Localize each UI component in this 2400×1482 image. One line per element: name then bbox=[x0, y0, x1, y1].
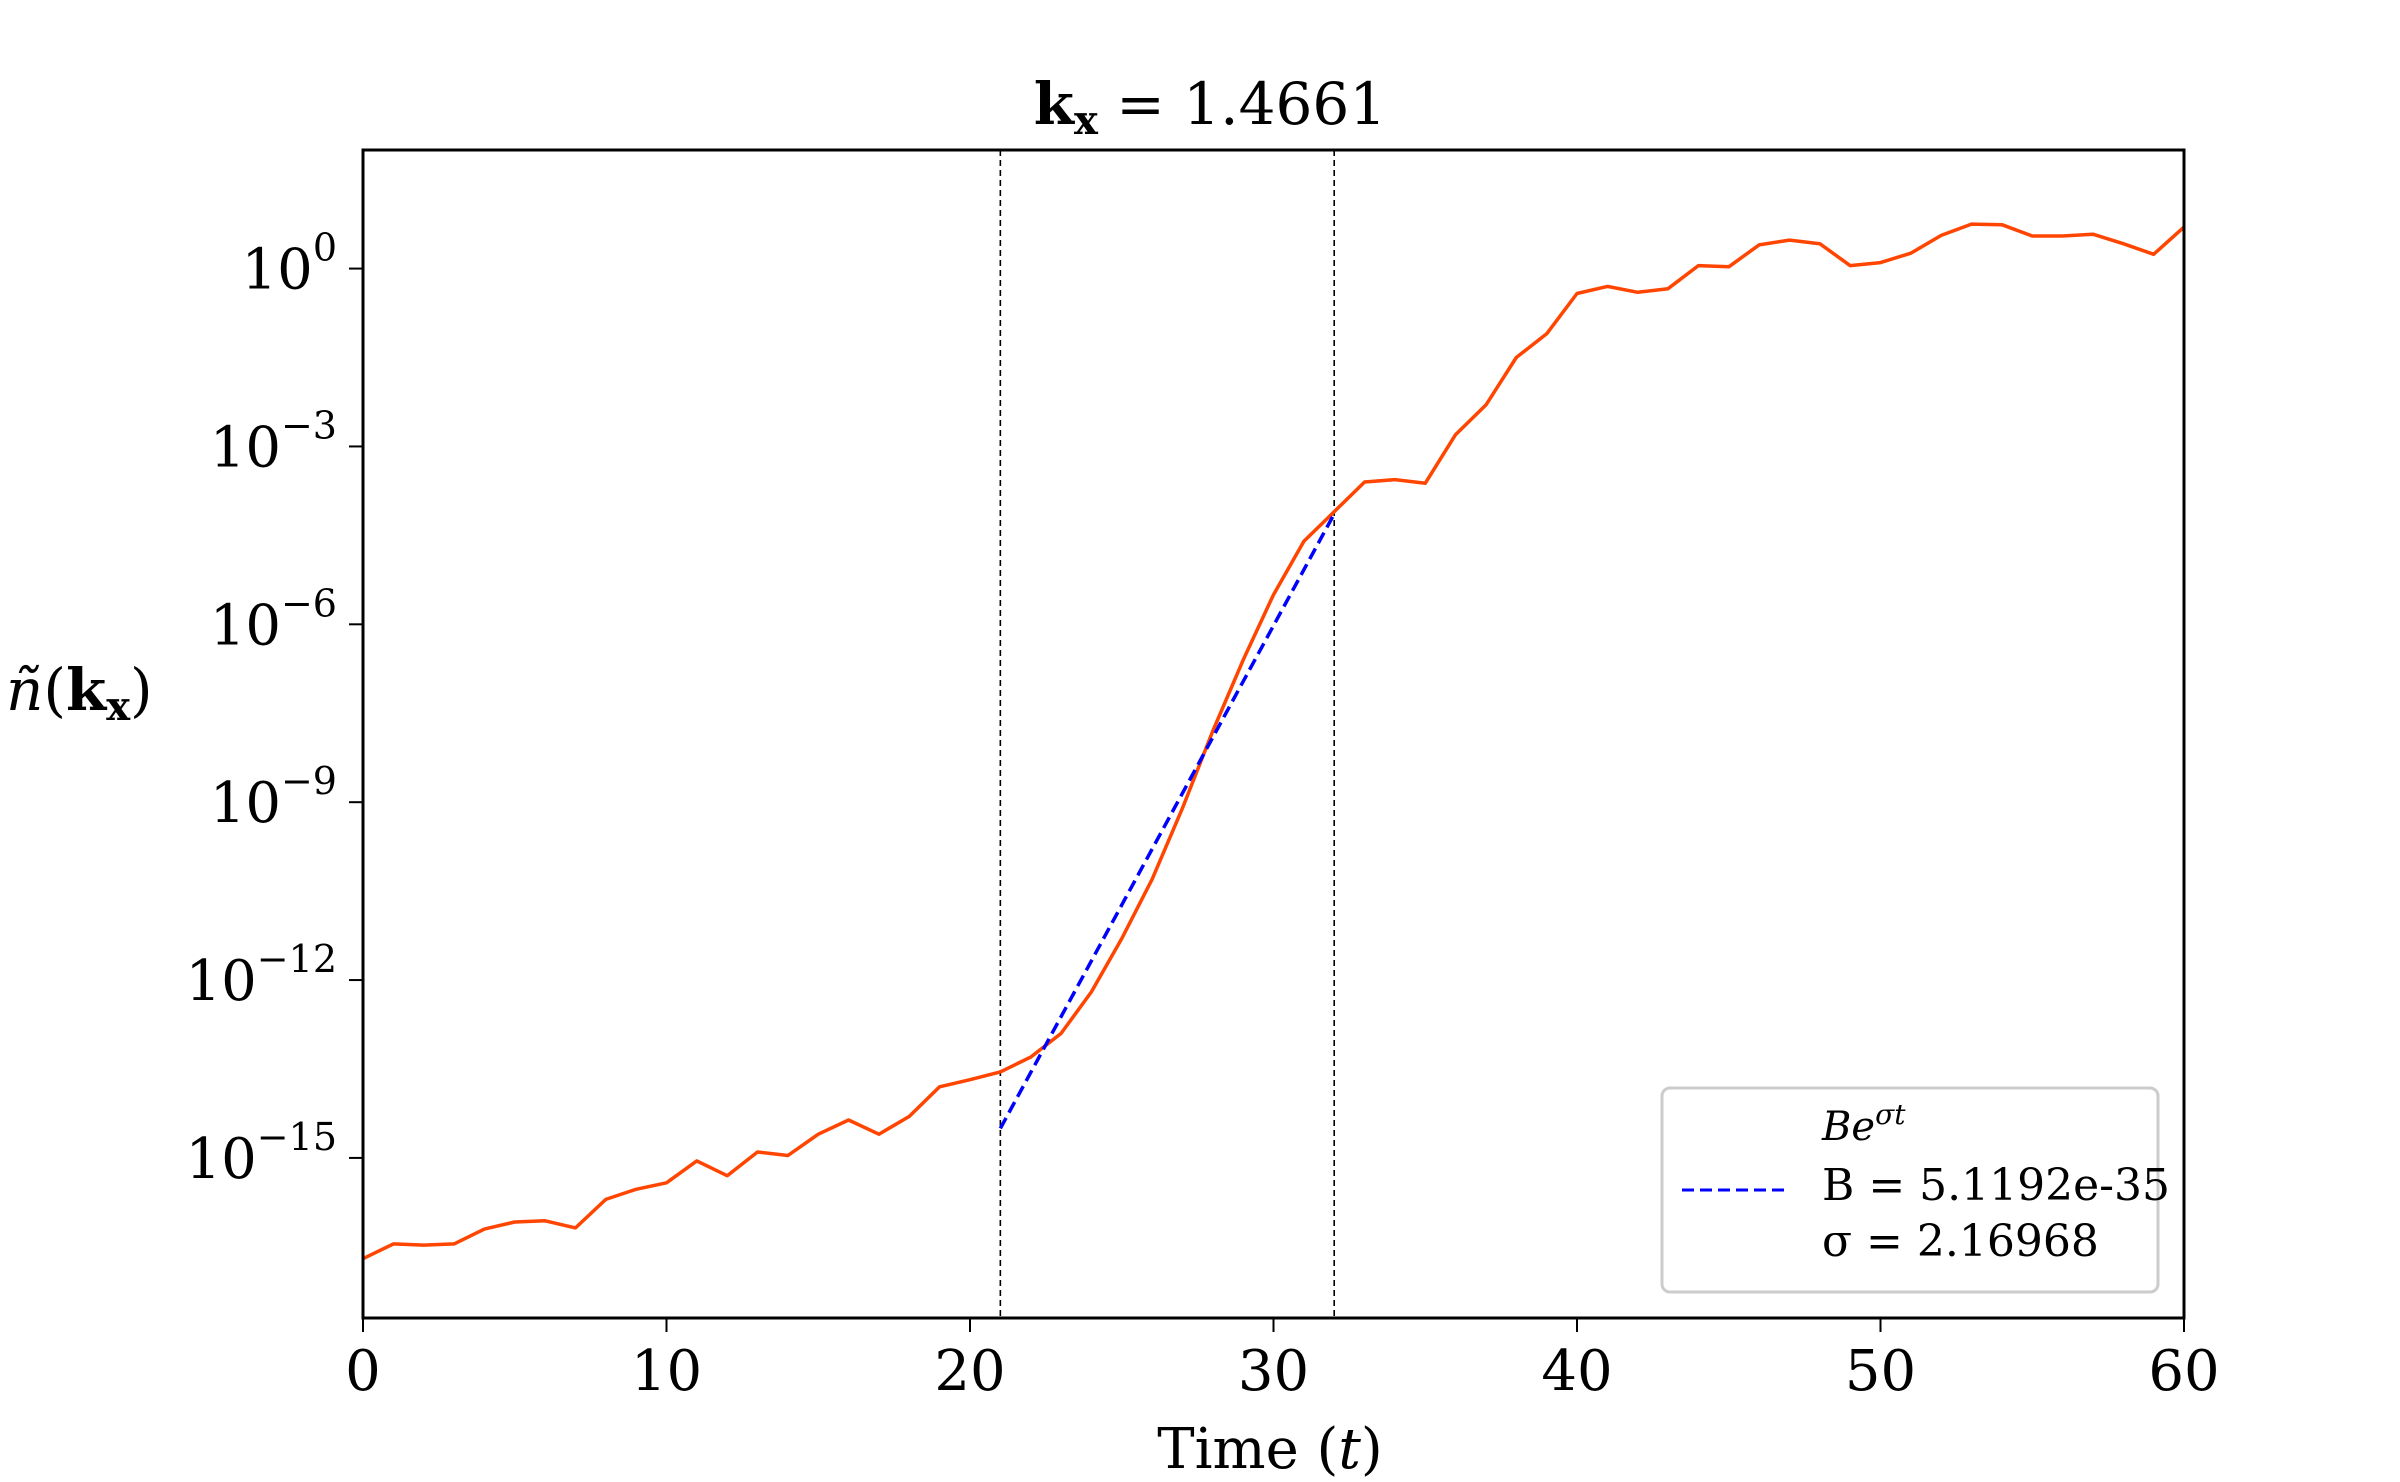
title-subscript: x bbox=[1074, 97, 1099, 144]
x-axis-label: Time (t) bbox=[1157, 1417, 1383, 1482]
chart-title: kx = 1.4661 bbox=[1034, 70, 1386, 144]
x-tick-label: 40 bbox=[1541, 1339, 1612, 1404]
y-tick-base: 10 bbox=[186, 1127, 257, 1192]
x-tick-label: 0 bbox=[345, 1339, 381, 1404]
y-tick-base: 10 bbox=[210, 415, 281, 480]
legend-line-formula: Beσt bbox=[1821, 1098, 1906, 1150]
xlabel-var: t bbox=[1338, 1417, 1361, 1482]
y-tick-base: 10 bbox=[210, 593, 281, 658]
x-tick-label: 60 bbox=[2148, 1339, 2219, 1404]
y-axis-label: ñ(kx) bbox=[6, 656, 153, 730]
y-tick-base: 10 bbox=[242, 238, 313, 303]
y-tick-label: 10−12 bbox=[186, 937, 337, 1014]
y-tick-exponent: −12 bbox=[257, 937, 337, 981]
legend-formula-base: Be bbox=[1821, 1104, 1875, 1150]
fit-line bbox=[998, 513, 1336, 1130]
xlabel-post: ) bbox=[1361, 1417, 1383, 1482]
y-tick-exponent: −9 bbox=[281, 759, 337, 803]
ylabel-subscript: x bbox=[106, 683, 131, 730]
data-series-line bbox=[362, 222, 2186, 1261]
x-tick-label: 50 bbox=[1845, 1339, 1916, 1404]
legend-line-B: B = 5.1192e-35 bbox=[1822, 1160, 2170, 1211]
legend-formula-exp: σt bbox=[1875, 1098, 1906, 1131]
y-tick-label: 10−3 bbox=[210, 403, 337, 480]
y-tick-exponent: −6 bbox=[281, 581, 337, 625]
legend: Beσt B = 5.1192e-35 σ = 2.16968 bbox=[1660, 1086, 2170, 1294]
xlabel-pre: Time ( bbox=[1157, 1417, 1338, 1482]
legend-line-sigma: σ = 2.16968 bbox=[1822, 1216, 2099, 1267]
y-tick-label: 10−9 bbox=[210, 759, 337, 836]
y-tick-label: 100 bbox=[242, 226, 337, 303]
title-value: = 1.4661 bbox=[1098, 70, 1386, 138]
x-tick-label: 10 bbox=[631, 1339, 702, 1404]
vlines-layer bbox=[999, 150, 1335, 1318]
y-tick-exponent: −15 bbox=[257, 1115, 337, 1159]
legend-box bbox=[1660, 1086, 2160, 1294]
y-tick-label: 10−6 bbox=[210, 581, 337, 658]
ylabel-open: ( bbox=[43, 656, 66, 724]
y-tick-exponent: −3 bbox=[281, 403, 337, 447]
series-layer bbox=[362, 222, 2186, 1261]
title-bold-k: k bbox=[1034, 70, 1076, 138]
x-tick-label: 20 bbox=[934, 1339, 1005, 1404]
y-tick-base: 10 bbox=[186, 949, 257, 1014]
ylabel-close: ) bbox=[130, 656, 153, 724]
x-tick-label: 30 bbox=[1238, 1339, 1309, 1404]
ylabel-bold-k: k bbox=[66, 656, 108, 724]
ylabel-var: ñ bbox=[6, 656, 43, 724]
y-tick-base: 10 bbox=[210, 771, 281, 836]
y-tick-exponent: 0 bbox=[313, 226, 337, 270]
y-tick-label: 10−15 bbox=[186, 1115, 337, 1192]
plot-frame bbox=[361, 148, 2186, 1320]
